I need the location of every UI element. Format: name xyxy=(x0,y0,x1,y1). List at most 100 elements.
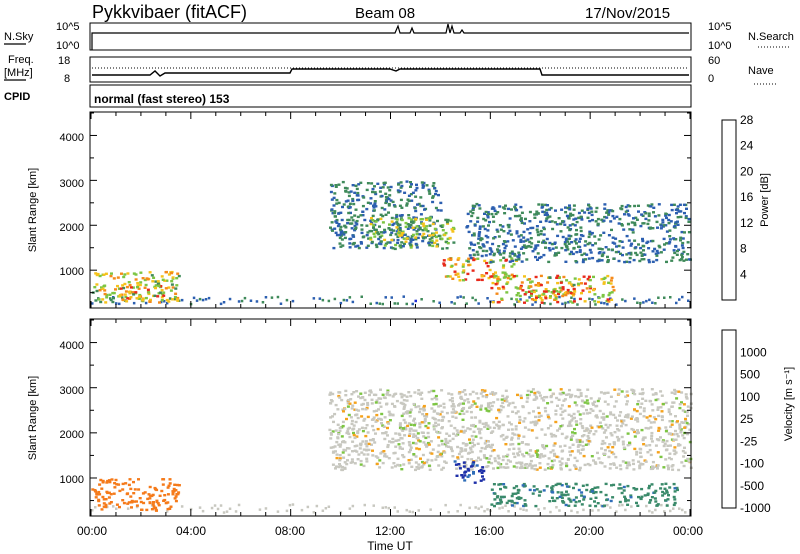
data-cell xyxy=(551,227,555,231)
data-cell xyxy=(484,421,488,425)
scatter-cell xyxy=(678,298,681,301)
data-cell xyxy=(684,395,688,399)
data-cell xyxy=(546,402,550,405)
data-cell xyxy=(352,202,356,206)
data-cell xyxy=(358,447,362,450)
data-cell xyxy=(413,424,416,427)
data-cell xyxy=(155,488,159,492)
data-cell xyxy=(404,428,408,431)
data-cell xyxy=(485,241,489,244)
data-cell xyxy=(338,242,342,245)
data-cell xyxy=(431,200,435,204)
data-cell xyxy=(638,412,642,416)
data-cell xyxy=(429,240,433,244)
data-cell xyxy=(359,463,363,466)
data-cell xyxy=(581,440,584,444)
data-cell xyxy=(640,254,644,257)
data-cell xyxy=(601,427,605,430)
data-cell xyxy=(575,242,578,245)
data-cell xyxy=(430,452,434,455)
data-cell xyxy=(625,234,629,238)
data-cell xyxy=(102,498,106,501)
data-cell xyxy=(537,411,541,415)
data-cell xyxy=(558,427,561,430)
data-cell xyxy=(651,260,655,263)
data-cell xyxy=(461,390,465,394)
data-cell xyxy=(421,236,425,239)
data-cell xyxy=(472,472,475,475)
data-cell xyxy=(543,468,547,471)
data-cell xyxy=(572,283,576,287)
data-cell xyxy=(166,493,170,496)
data-cell xyxy=(580,282,583,285)
data-cell xyxy=(484,219,488,222)
data-cell xyxy=(660,418,664,422)
nsearch-tick-bottom: 10^0 xyxy=(708,40,732,52)
data-cell xyxy=(515,208,519,212)
data-cell xyxy=(420,218,424,221)
data-cell xyxy=(504,397,508,400)
data-cell xyxy=(481,422,485,425)
data-cell xyxy=(427,435,431,439)
scatter-cell xyxy=(396,302,399,305)
data-cell xyxy=(449,219,453,223)
data-cell xyxy=(447,392,451,395)
data-cell xyxy=(434,421,438,424)
data-cell xyxy=(495,496,499,499)
data-cell xyxy=(658,246,662,249)
data-cell xyxy=(483,389,487,392)
data-cell xyxy=(97,504,101,507)
data-cell xyxy=(566,288,570,292)
data-cell xyxy=(359,396,363,400)
data-cell xyxy=(673,452,677,456)
data-cell xyxy=(489,275,493,278)
data-cell xyxy=(528,488,532,492)
data-cell xyxy=(607,300,611,303)
data-cell xyxy=(533,216,537,219)
data-cell xyxy=(641,239,645,243)
scatter-cell xyxy=(561,302,564,306)
data-cell xyxy=(456,445,460,449)
data-cell xyxy=(556,300,560,304)
data-cell xyxy=(461,476,465,479)
data-cell xyxy=(436,243,440,246)
data-cell xyxy=(583,300,587,303)
data-cell xyxy=(593,486,597,489)
data-cell xyxy=(505,462,509,466)
data-cell xyxy=(565,435,569,438)
data-cell xyxy=(635,409,639,413)
data-cell xyxy=(469,241,473,244)
data-cell xyxy=(421,222,425,225)
scatter-cell xyxy=(312,511,316,514)
data-cell xyxy=(471,441,475,444)
data-cell xyxy=(473,402,477,405)
data-cell xyxy=(420,222,424,225)
data-cell xyxy=(120,293,124,296)
data-cell xyxy=(573,427,576,431)
data-cell xyxy=(618,414,622,417)
data-cell xyxy=(128,478,132,481)
data-cell xyxy=(575,251,579,254)
scatter-cell xyxy=(339,301,343,305)
scatter-cell xyxy=(447,510,450,514)
beam-title: Beam 08 xyxy=(355,5,415,22)
data-cell xyxy=(335,218,339,222)
velocity-ytick-3000: 3000 xyxy=(60,385,84,397)
data-cell xyxy=(339,211,343,214)
data-cell xyxy=(130,506,133,509)
data-cell xyxy=(535,296,538,299)
data-cell xyxy=(586,216,590,219)
data-cell xyxy=(400,468,404,471)
data-cell xyxy=(555,290,559,293)
data-cell xyxy=(470,468,474,471)
scatter-cell xyxy=(198,297,202,301)
scatter-cell xyxy=(456,296,459,299)
data-cell xyxy=(176,483,179,487)
data-cell xyxy=(524,291,528,294)
data-cell xyxy=(580,491,584,494)
data-cell xyxy=(345,431,349,435)
data-cell xyxy=(582,495,586,498)
data-cell xyxy=(488,247,492,250)
data-cell xyxy=(462,402,465,405)
data-cell xyxy=(553,298,557,301)
